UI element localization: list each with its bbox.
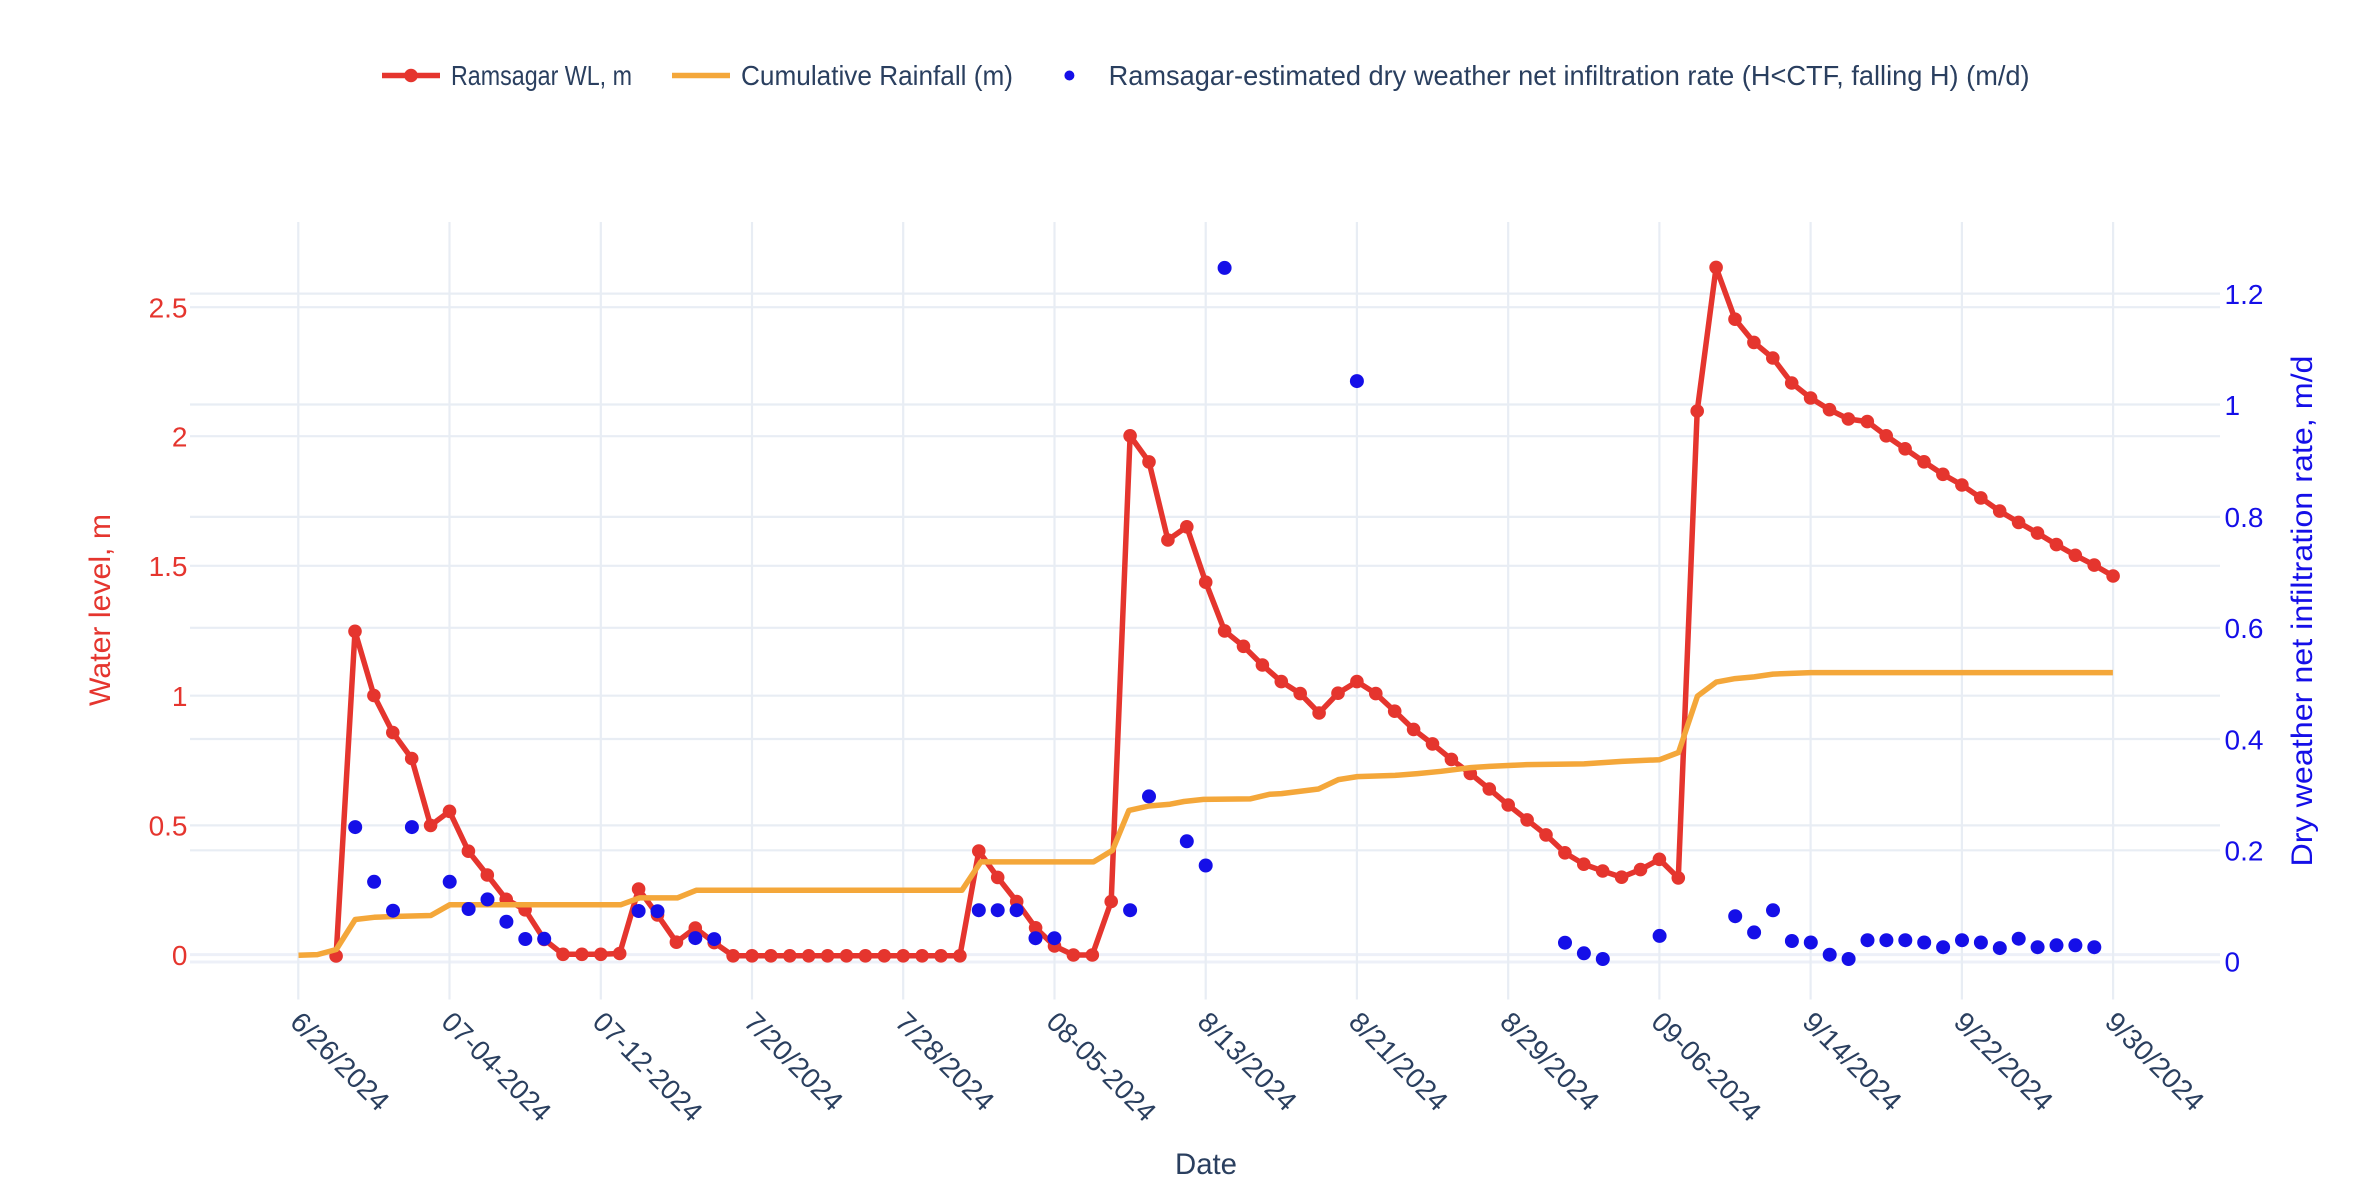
svg-text:2: 2: [172, 422, 188, 453]
svg-text:1: 1: [2225, 390, 2241, 421]
svg-text:0.8: 0.8: [2225, 502, 2264, 533]
svg-text:2.5: 2.5: [149, 293, 188, 324]
svg-text:1.5: 1.5: [149, 551, 188, 582]
svg-text:0.4: 0.4: [2225, 724, 2264, 755]
svg-text:Date: Date: [1175, 1148, 1237, 1181]
svg-text:0: 0: [172, 940, 188, 971]
svg-text:Ramsagar-estimated dry weather: Ramsagar-estimated dry weather net infil…: [1109, 60, 2030, 91]
svg-text:1: 1: [172, 681, 188, 712]
svg-text:1.2: 1.2: [2225, 279, 2264, 310]
svg-text:0.6: 0.6: [2225, 613, 2264, 644]
svg-text:Cumulative Rainfall (m): Cumulative Rainfall (m): [741, 60, 1013, 91]
svg-text:Dry weather net infiltration r: Dry weather net infiltration rate, m/d: [2286, 356, 2319, 867]
svg-text:Water level, m: Water level, m: [84, 514, 117, 706]
svg-text:Ramsagar WL, m: Ramsagar WL, m: [451, 60, 632, 91]
svg-text:0: 0: [2225, 947, 2241, 978]
svg-text:0.5: 0.5: [149, 811, 188, 842]
svg-text:0.2: 0.2: [2225, 836, 2264, 867]
